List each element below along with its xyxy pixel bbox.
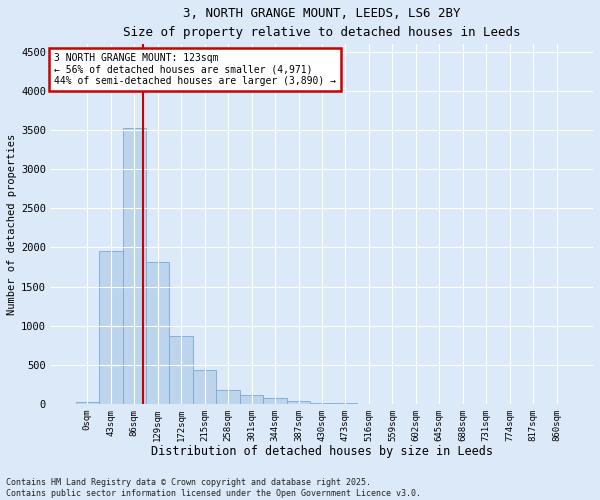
- Text: 3 NORTH GRANGE MOUNT: 123sqm
← 56% of detached houses are smaller (4,971)
44% of: 3 NORTH GRANGE MOUNT: 123sqm ← 56% of de…: [53, 54, 335, 86]
- Text: Contains HM Land Registry data © Crown copyright and database right 2025.
Contai: Contains HM Land Registry data © Crown c…: [6, 478, 421, 498]
- Bar: [193, 370, 217, 404]
- Bar: [217, 390, 240, 404]
- Bar: [310, 403, 334, 404]
- Bar: [146, 262, 169, 404]
- Bar: [287, 400, 310, 404]
- Bar: [263, 398, 287, 404]
- Bar: [99, 252, 122, 404]
- Bar: [122, 128, 146, 404]
- Bar: [169, 336, 193, 404]
- Bar: [240, 395, 263, 404]
- Title: 3, NORTH GRANGE MOUNT, LEEDS, LS6 2BY
Size of property relative to detached hous: 3, NORTH GRANGE MOUNT, LEEDS, LS6 2BY Si…: [123, 7, 521, 39]
- Y-axis label: Number of detached properties: Number of detached properties: [7, 134, 17, 314]
- X-axis label: Distribution of detached houses by size in Leeds: Distribution of detached houses by size …: [151, 445, 493, 458]
- Bar: [76, 402, 99, 404]
